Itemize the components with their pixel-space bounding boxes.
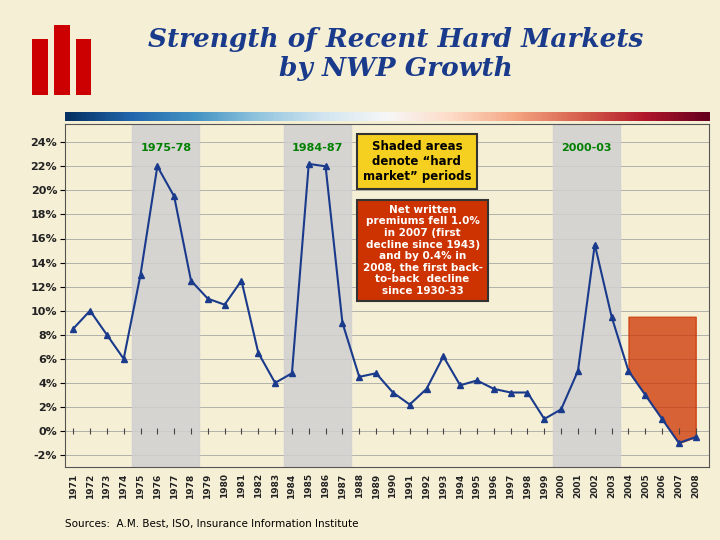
Bar (553, 124, 620, 467)
Bar (32, 39, 48, 95)
Text: Sources:  A.M. Best, ISO, Insurance Information Institute: Sources: A.M. Best, ISO, Insurance Infor… (65, 519, 359, 529)
Text: 1984-87: 1984-87 (292, 143, 343, 153)
Text: Shaded areas
denote “hard
market” periods: Shaded areas denote “hard market” period… (363, 140, 471, 183)
Bar (76, 39, 91, 95)
Bar (284, 124, 351, 467)
Text: 1975-78: 1975-78 (140, 143, 192, 153)
Text: 2000-03: 2000-03 (561, 143, 611, 153)
Text: Strength of Recent Hard Markets
by NWP Growth: Strength of Recent Hard Markets by NWP G… (148, 27, 644, 81)
Text: Net written
premiums fell 1.0%
in 2007 (first
decline since 1943)
and by 0.4% in: Net written premiums fell 1.0% in 2007 (… (363, 205, 482, 296)
Bar (54, 25, 70, 95)
Bar (132, 124, 199, 467)
